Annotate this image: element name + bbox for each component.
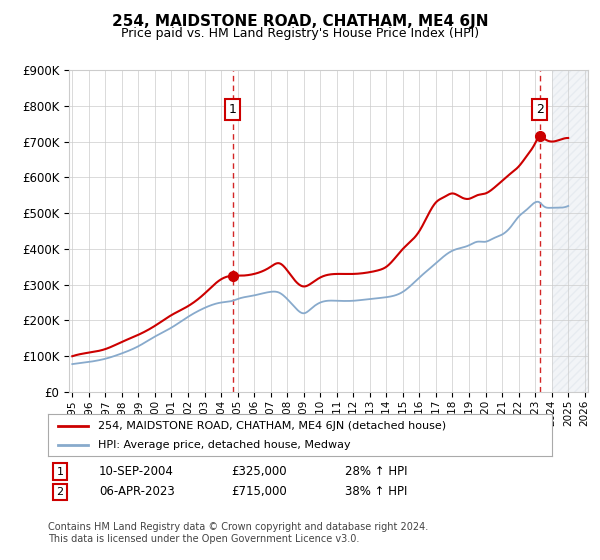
Text: 2: 2: [536, 103, 544, 116]
Text: 06-APR-2023: 06-APR-2023: [99, 485, 175, 498]
Text: 38% ↑ HPI: 38% ↑ HPI: [345, 485, 407, 498]
Text: 254, MAIDSTONE ROAD, CHATHAM, ME4 6JN (detached house): 254, MAIDSTONE ROAD, CHATHAM, ME4 6JN (d…: [98, 421, 446, 431]
Text: 254, MAIDSTONE ROAD, CHATHAM, ME4 6JN: 254, MAIDSTONE ROAD, CHATHAM, ME4 6JN: [112, 14, 488, 29]
Text: 1: 1: [56, 466, 64, 477]
Text: £715,000: £715,000: [231, 485, 287, 498]
Text: Contains HM Land Registry data © Crown copyright and database right 2024.
This d: Contains HM Land Registry data © Crown c…: [48, 522, 428, 544]
Text: 2: 2: [56, 487, 64, 497]
Text: 1: 1: [229, 103, 236, 116]
Text: HPI: Average price, detached house, Medway: HPI: Average price, detached house, Medw…: [98, 440, 351, 450]
Text: Price paid vs. HM Land Registry's House Price Index (HPI): Price paid vs. HM Land Registry's House …: [121, 27, 479, 40]
Text: £325,000: £325,000: [231, 465, 287, 478]
Text: 28% ↑ HPI: 28% ↑ HPI: [345, 465, 407, 478]
Bar: [551, 70, 588, 392]
Text: 10-SEP-2004: 10-SEP-2004: [99, 465, 174, 478]
